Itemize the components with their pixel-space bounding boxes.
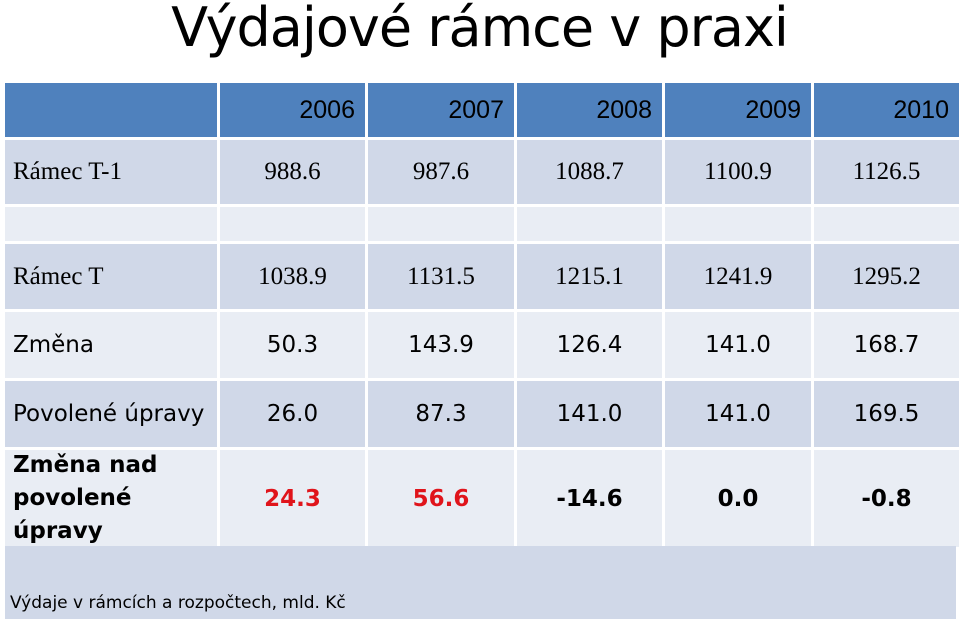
table-footer: Výdaje v rámcích a rozpočtech, mld. Kč xyxy=(5,546,956,619)
table-cell: 126.4 xyxy=(517,312,662,378)
year-header: 2008 xyxy=(517,83,662,137)
year-header: 2010 xyxy=(814,83,959,137)
table-cell-highlight: 56.6 xyxy=(368,450,514,547)
year-header: 2009 xyxy=(665,83,811,137)
empty-row-cell xyxy=(814,207,959,241)
table-cell-highlight: 24.3 xyxy=(220,450,365,547)
table-cell: 168.7 xyxy=(814,312,959,378)
row-label-ramec-t: Rámec T xyxy=(5,244,217,309)
empty-row-cell xyxy=(5,207,217,241)
table-cell: 143.9 xyxy=(368,312,514,378)
table-cell: 1241.9 xyxy=(665,244,811,309)
table-cell: 1215.1 xyxy=(517,244,662,309)
table-cell: -14.6 xyxy=(517,450,662,547)
row-label-povolene-upravy: Povolené úpravy xyxy=(5,381,217,447)
table-cell: 1038.9 xyxy=(220,244,365,309)
table-cell: 0.0 xyxy=(665,450,811,547)
table-cell: 26.0 xyxy=(220,381,365,447)
table-cell: 169.5 xyxy=(814,381,959,447)
slide-title: Výdajové rámce v praxi xyxy=(171,0,789,59)
table-cell: 1100.9 xyxy=(665,140,811,204)
row-label-zmena-nad-povolene-upravy: Změna nad povolené úpravy xyxy=(5,450,217,547)
table-cell: 988.6 xyxy=(220,140,365,204)
table-cell: 1126.5 xyxy=(814,140,959,204)
table-cell: 1088.7 xyxy=(517,140,662,204)
row-label-ramec-t-1: Rámec T-1 xyxy=(5,140,217,204)
year-header: 2006 xyxy=(220,83,365,137)
empty-row-cell xyxy=(220,207,365,241)
table-cell: 141.0 xyxy=(517,381,662,447)
table-cell: 1131.5 xyxy=(368,244,514,309)
table-cell: 141.0 xyxy=(665,312,811,378)
year-header: 2007 xyxy=(368,83,514,137)
empty-row-cell xyxy=(368,207,514,241)
empty-row-cell xyxy=(517,207,662,241)
table-cell: 1295.2 xyxy=(814,244,959,309)
table-cell: 141.0 xyxy=(665,381,811,447)
row-label-zmena: Změna xyxy=(5,312,217,378)
data-table: 2006 2007 2008 2009 2010 Rámec T-1 988.6… xyxy=(5,83,959,547)
footer-note: Výdaje v rámcích a rozpočtech, mld. Kč xyxy=(10,593,346,613)
table-cell: -0.8 xyxy=(814,450,959,547)
empty-row-cell xyxy=(665,207,811,241)
table-cell: 50.3 xyxy=(220,312,365,378)
table-cell: 987.6 xyxy=(368,140,514,204)
header-corner xyxy=(5,83,217,137)
table-cell: 87.3 xyxy=(368,381,514,447)
